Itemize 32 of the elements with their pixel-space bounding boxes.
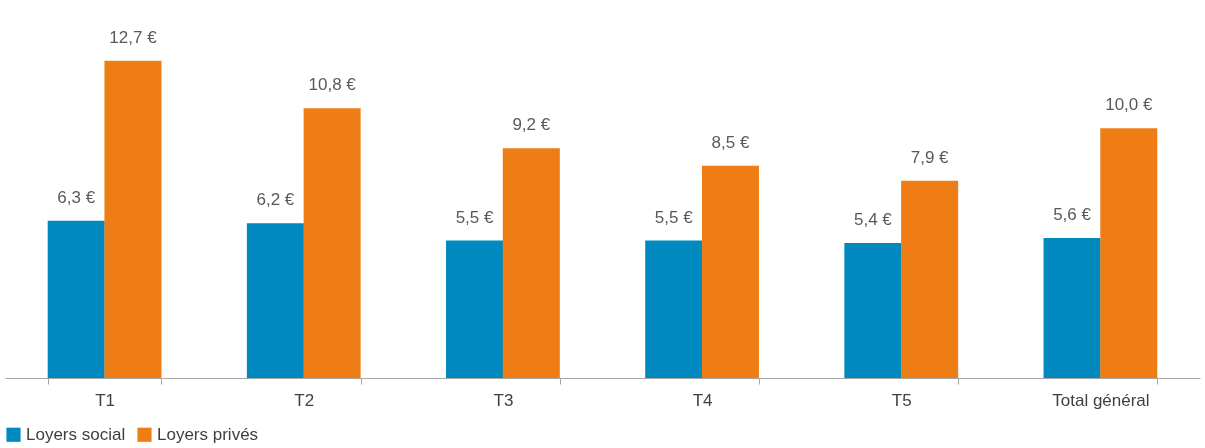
bar: [1100, 128, 1158, 378]
bar: [844, 243, 902, 378]
bar: [701, 165, 759, 378]
legend-label: Loyers privés: [157, 424, 259, 444]
x-tick-label: T2: [294, 390, 315, 410]
bar: [303, 108, 361, 378]
bar: [446, 240, 504, 378]
data-label: 5,5 €: [455, 207, 494, 227]
x-tick-label: T4: [692, 390, 713, 410]
data-label: 10,8 €: [308, 75, 357, 95]
data-label: 5,6 €: [1053, 205, 1092, 225]
bar: [1043, 238, 1101, 378]
x-tick-label: T1: [95, 390, 116, 410]
bar: [502, 148, 560, 378]
data-label: 10,0 €: [1105, 95, 1153, 115]
bar: [246, 223, 304, 378]
data-label: 6,2 €: [256, 190, 295, 210]
legend-label: Loyers social: [26, 424, 126, 444]
bar: [47, 220, 105, 378]
x-tick-label: T3: [493, 390, 514, 410]
data-label: 9,2 €: [512, 115, 551, 135]
data-label: 7,9 €: [910, 147, 950, 167]
data-label: 8,5 €: [711, 132, 750, 152]
bar: [104, 60, 162, 378]
data-label: 5,5 €: [654, 207, 694, 227]
data-label: 5,4 €: [853, 210, 893, 230]
bar: [645, 240, 703, 378]
bar: [901, 180, 959, 378]
data-label: 12,7 €: [109, 27, 158, 47]
x-tick-label: Total général: [1052, 390, 1150, 410]
x-tick-label: T5: [891, 390, 912, 410]
data-label: 6,3 €: [57, 187, 96, 207]
